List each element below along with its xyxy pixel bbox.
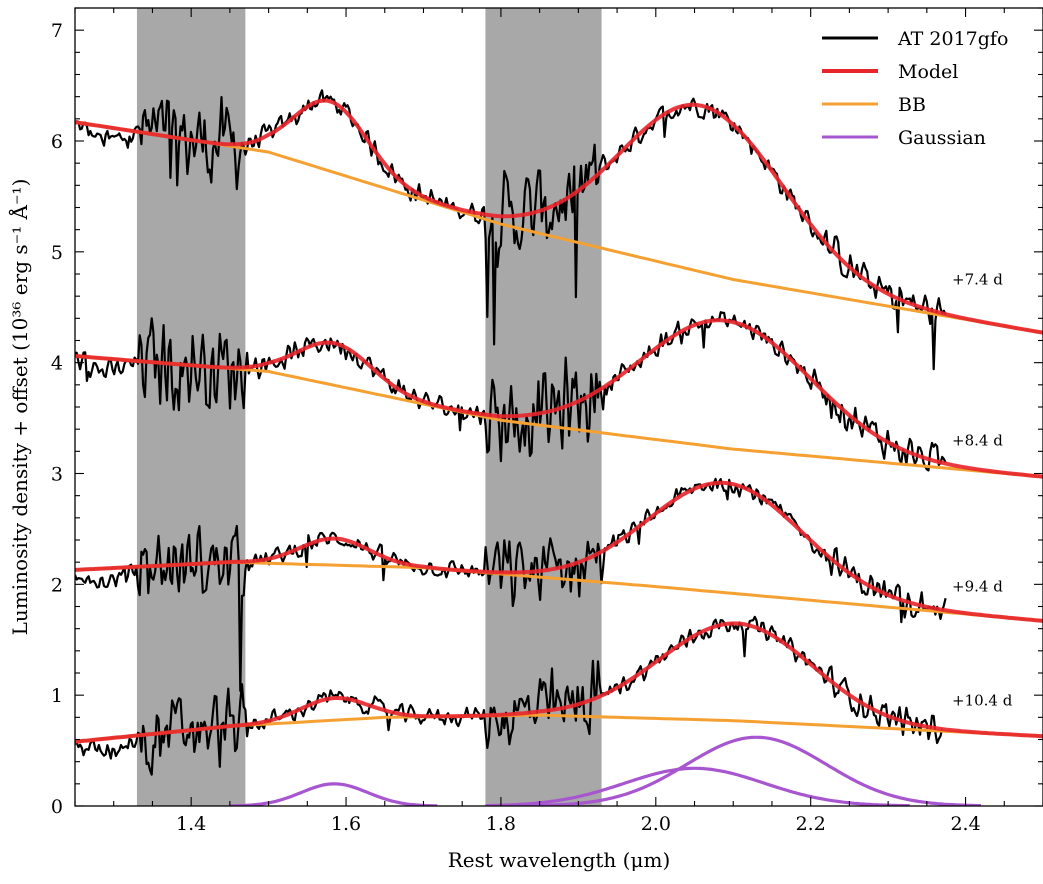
x-tick-label: 1.4	[176, 813, 206, 835]
gaussian-component-3	[500, 735, 981, 806]
y-tick-label: 2	[51, 574, 63, 596]
epoch-label-2: +8.4 d	[952, 431, 1003, 449]
model-curve-4	[75, 621, 1043, 744]
y-tick-labels: 0 1 2 3 4 5 6 7	[51, 20, 63, 818]
x-tick-label: 2.2	[796, 813, 826, 835]
y-tick-label: 0	[51, 796, 63, 818]
y-tick-label: 6	[51, 131, 63, 153]
model-curve-3	[75, 480, 1043, 623]
x-tick-label: 2.0	[641, 813, 671, 835]
y-tick-label: 7	[51, 20, 63, 42]
legend-label-2: Model	[898, 61, 958, 83]
x-tick-label: 1.6	[331, 813, 361, 835]
telluric-bands	[136, 8, 602, 806]
bb-curve-1	[75, 120, 1043, 335]
legend-label-3: BB	[898, 94, 926, 116]
observed-spectrum-4	[75, 615, 944, 776]
legend-label-4: Gaussian	[898, 127, 986, 149]
observed-spectrum-3	[75, 477, 947, 692]
x-tick-label: 1.8	[486, 813, 516, 835]
y-tick-label: 3	[51, 464, 63, 486]
x-tick-labels: 1.4 1.6 1.8 2.0 2.2 2.4	[176, 813, 981, 835]
epoch-label-3: +9.4 d	[952, 578, 1003, 596]
series-layer	[75, 89, 1043, 806]
epoch-label-1: +7.4 d	[952, 271, 1003, 289]
x-tick-label: 2.4	[950, 813, 980, 835]
model-curve-2	[75, 318, 1043, 479]
epoch-label-4: +10.4 d	[952, 692, 1013, 710]
axis-ticks	[74, 7, 1043, 807]
y-tick-label: 5	[51, 242, 63, 264]
y-tick-label: 1	[51, 685, 63, 707]
plot-area	[75, 8, 1043, 806]
legend-label-1: AT 2017gfo	[897, 28, 1008, 50]
model-curve-1	[75, 98, 1043, 335]
y-tick-label: 4	[51, 353, 63, 375]
plot-frame	[74, 7, 1043, 807]
x-axis-label: Rest wavelength (μm)	[448, 848, 671, 872]
epoch-labels: +7.4 d +8.4 d +9.4 d +10.4 d	[952, 271, 1013, 710]
gaussian-component-1	[229, 782, 438, 806]
gaussian-component-2	[485, 766, 910, 806]
y-axis-label: Luminosity density + offset (10³⁶ erg s⁻…	[7, 179, 32, 636]
legend: AT 2017gfo Model BB Gaussian	[822, 28, 1008, 149]
